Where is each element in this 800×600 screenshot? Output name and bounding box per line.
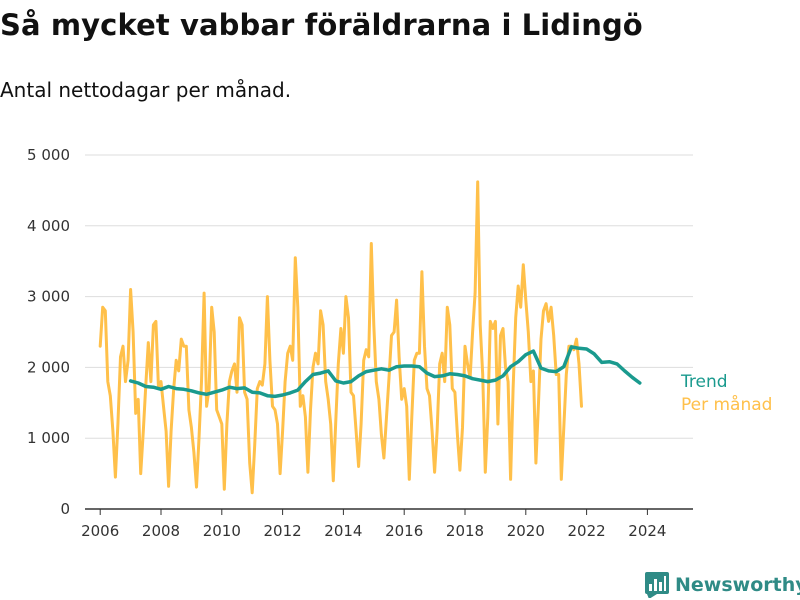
x-tick-label: 2016 [385,522,423,540]
page-title: Så mycket vabbar föräldrarna i Lidingö [0,8,643,42]
y-tick-label: 0 [60,500,70,518]
x-tick-label: 2022 [568,522,606,540]
brand-logo: Newsworthy [645,570,800,600]
bar-chart-icon [645,572,669,598]
axis-layer: 0 1 000 2 000 3 000 4 000 5 000 2006 2008 2010 20… [27,146,693,540]
y-tick-label: 2 000 [27,358,70,376]
monthly-series-line [98,180,583,495]
x-tick-label: 2014 [324,522,362,540]
x-tick-label: 2012 [264,522,302,540]
trend-series-line [128,345,642,399]
y-tick-label: 3 000 [27,288,70,306]
y-tick-label: 5 000 [27,146,70,164]
x-tick-label: 2024 [628,522,666,540]
x-tick-label: 2006 [81,522,119,540]
x-tick-label: 2008 [142,522,180,540]
series-layer [98,180,642,495]
y-tick-label: 4 000 [27,217,70,235]
x-tick-label: 2018 [446,522,484,540]
grid-layer [85,154,693,439]
legend-label-trend: Trend [680,372,728,392]
x-tick-label: 2010 [203,522,241,540]
legend-label-monthly: Per månad [681,394,772,415]
x-tick-label: 2020 [507,522,545,540]
page-subtitle: Antal nettodagar per månad. [0,78,292,102]
brand-name: Newsworthy [675,574,800,596]
y-tick-label: 1 000 [27,429,70,447]
